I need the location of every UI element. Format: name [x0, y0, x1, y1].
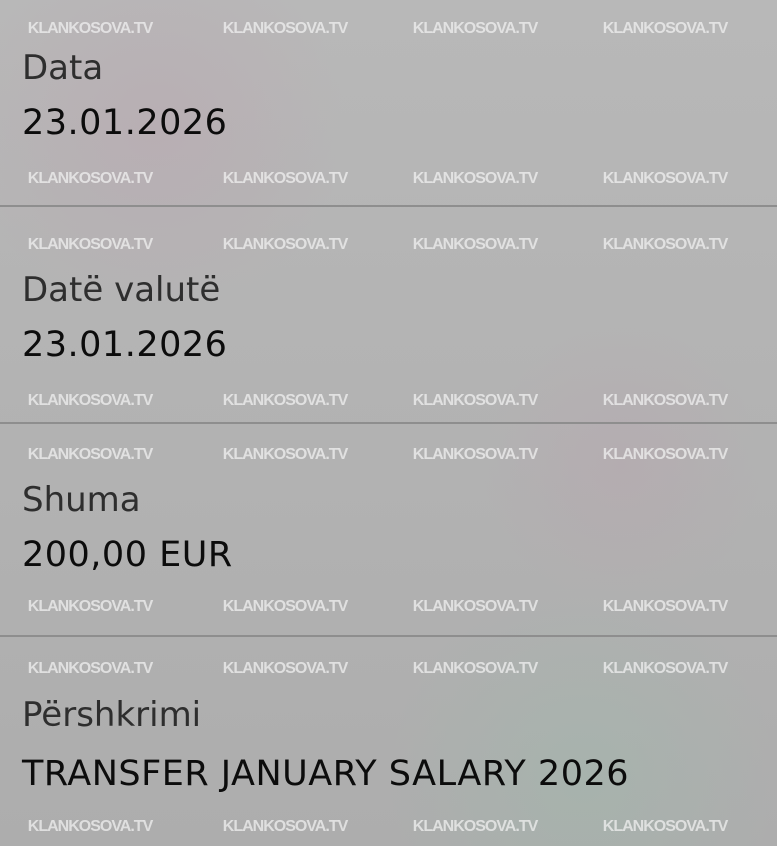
watermark: KLANKOSOVA.TV	[412, 20, 538, 37]
watermark: KLANKOSOVA.TV	[412, 446, 538, 463]
watermark: KLANKOSOVA.TV	[602, 236, 728, 253]
watermark: KLANKOSOVA.TV	[222, 446, 348, 463]
watermark: KLANKOSOVA.TV	[222, 20, 348, 37]
watermark: KLANKOSOVA.TV	[602, 446, 728, 463]
watermark: KLANKOSOVA.TV	[602, 20, 728, 37]
field-label: Shuma	[22, 480, 141, 520]
field-value: 23.01.2026	[22, 325, 228, 365]
watermark: KLANKOSOVA.TV	[222, 660, 348, 677]
field-label: Datë valutë	[22, 270, 221, 310]
field-value: 23.01.2026	[22, 103, 228, 143]
divider	[0, 205, 777, 207]
field-value: 200,00 EUR	[22, 535, 233, 575]
watermark: KLANKOSOVA.TV	[222, 598, 348, 615]
field-label: Data	[22, 48, 104, 88]
watermark: KLANKOSOVA.TV	[27, 818, 153, 835]
watermark: KLANKOSOVA.TV	[222, 170, 348, 187]
watermark: KLANKOSOVA.TV	[602, 818, 728, 835]
watermark: KLANKOSOVA.TV	[27, 392, 153, 409]
watermark: KLANKOSOVA.TV	[222, 392, 348, 409]
watermark: KLANKOSOVA.TV	[27, 660, 153, 677]
watermark: KLANKOSOVA.TV	[27, 446, 153, 463]
field-value: TRANSFER JANUARY SALARY 2026	[22, 754, 630, 794]
watermark: KLANKOSOVA.TV	[27, 170, 153, 187]
watermark: KLANKOSOVA.TV	[602, 660, 728, 677]
watermark: KLANKOSOVA.TV	[222, 236, 348, 253]
field-amount: Shuma 200,00 EUR	[22, 480, 777, 576]
watermark: KLANKOSOVA.TV	[412, 660, 538, 677]
watermark: KLANKOSOVA.TV	[222, 818, 348, 835]
watermark: KLANKOSOVA.TV	[27, 598, 153, 615]
watermark: KLANKOSOVA.TV	[602, 598, 728, 615]
divider	[0, 635, 777, 637]
field-label: Përshkrimi	[22, 695, 202, 735]
watermark: KLANKOSOVA.TV	[412, 598, 538, 615]
watermark: KLANKOSOVA.TV	[412, 392, 538, 409]
field-value-date: Datë valutë 23.01.2026	[22, 270, 777, 366]
watermark: KLANKOSOVA.TV	[27, 20, 153, 37]
watermark: KLANKOSOVA.TV	[412, 236, 538, 253]
divider	[0, 422, 777, 424]
field-description: Përshkrimi TRANSFER JANUARY SALARY 2026	[22, 695, 777, 795]
watermark: KLANKOSOVA.TV	[602, 170, 728, 187]
watermark: KLANKOSOVA.TV	[412, 818, 538, 835]
watermark: KLANKOSOVA.TV	[602, 392, 728, 409]
watermark: KLANKOSOVA.TV	[412, 170, 538, 187]
watermark: KLANKOSOVA.TV	[27, 236, 153, 253]
field-date: Data 23.01.2026	[22, 48, 777, 144]
